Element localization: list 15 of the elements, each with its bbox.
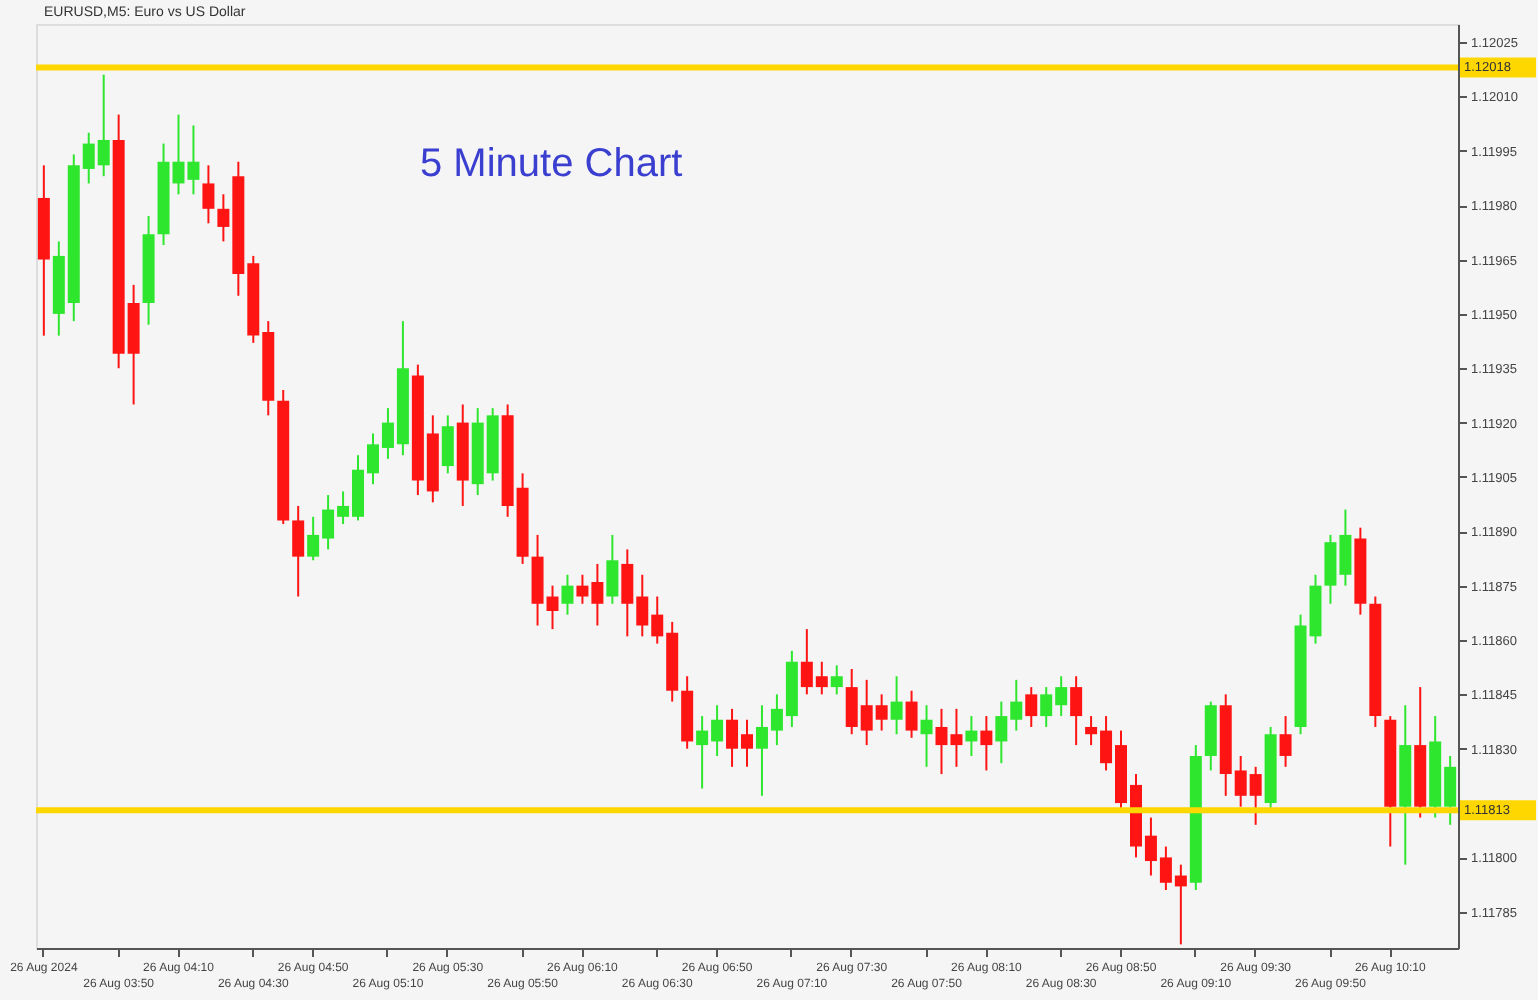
text: 5 Minute Chart xyxy=(420,142,684,186)
candlestick xyxy=(1279,715,1292,768)
candlestick xyxy=(561,573,574,616)
candlestick xyxy=(1070,675,1083,747)
candlestick xyxy=(202,164,215,225)
candlestick xyxy=(830,664,843,696)
candlestick xyxy=(920,704,933,768)
candlestick xyxy=(1025,686,1038,728)
candlestick xyxy=(890,675,903,736)
candlestick xyxy=(606,533,619,605)
candlestick xyxy=(292,504,305,598)
candlestick xyxy=(905,689,918,739)
candlestick xyxy=(441,414,454,475)
candlestick xyxy=(965,715,978,757)
candlestick xyxy=(980,715,993,772)
